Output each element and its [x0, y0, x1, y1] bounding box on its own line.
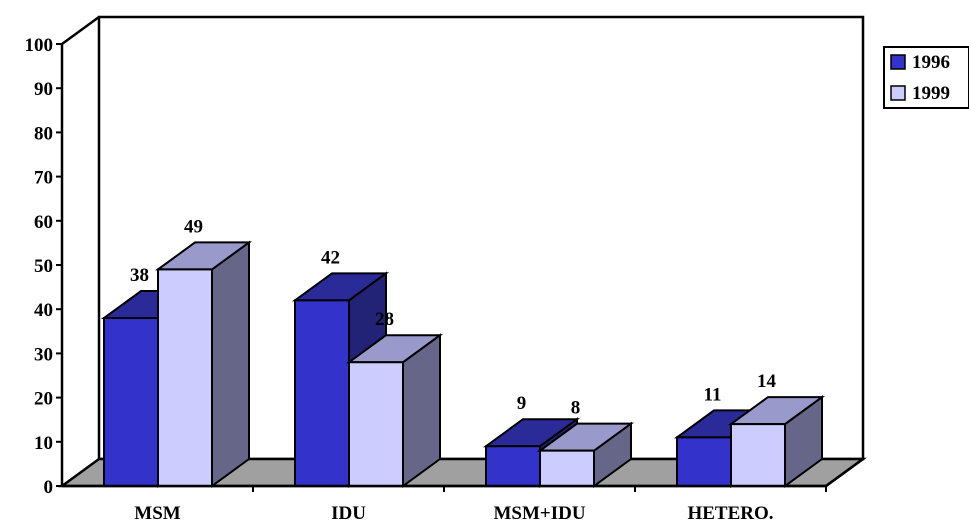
bar-side: [211, 240, 250, 488]
data-label: 49: [184, 216, 203, 237]
y-tick-label: 70: [34, 168, 53, 189]
bar: [536, 421, 635, 488]
y-tick-label: 100: [25, 35, 54, 56]
bar-front: [348, 361, 404, 487]
y-tick-label: 30: [34, 344, 53, 365]
x-axis: MSM IDU MSM+IDU HETERO.: [62, 457, 864, 524]
floor-right-edge: [825, 457, 864, 488]
category-label: MSM+IDU: [493, 503, 585, 524]
bar: [154, 240, 253, 488]
legend-swatch-1996: [890, 54, 906, 70]
bar-series: 38 49 42 28 9 8 11 14: [100, 216, 826, 488]
y-tick-label: 90: [34, 79, 53, 100]
y-tick-label: 60: [34, 212, 53, 233]
data-label: 8: [571, 398, 581, 419]
data-label: 9: [517, 393, 527, 414]
data-label: 14: [757, 371, 777, 392]
y-tick-label: 20: [34, 389, 53, 410]
data-label: 38: [130, 265, 149, 286]
bar-front: [157, 268, 213, 488]
legend-label-1999: 1999: [912, 83, 950, 104]
bar-front: [676, 436, 732, 488]
bar: [727, 395, 826, 488]
y-tick-label: 80: [34, 123, 53, 144]
data-label: 11: [704, 384, 722, 405]
bar-front: [730, 423, 786, 487]
data-label: 42: [321, 247, 340, 268]
category-label: IDU: [331, 503, 366, 524]
category-label: HETERO.: [687, 503, 773, 524]
y-tick-label: 0: [44, 477, 54, 498]
y-tick-label: 50: [34, 256, 53, 277]
legend-label-1996: 1996: [912, 52, 950, 73]
y-tick-label: 40: [34, 300, 53, 321]
y-axis: 0 10 20 30 40 50 60 70 80 90 100: [25, 35, 62, 498]
bar-front: [294, 299, 350, 487]
legend-swatch-1999: [890, 85, 906, 101]
category-label: MSM: [134, 503, 181, 524]
data-label: 28: [375, 309, 394, 330]
bar-front: [485, 445, 541, 487]
legend: 1996 1999: [883, 46, 969, 109]
side-wall-top-edge: [61, 15, 100, 46]
bar-front: [539, 449, 595, 488]
y-tick-label: 10: [34, 433, 53, 454]
chart-walls: [58, 15, 867, 488]
bar-front: [103, 317, 159, 488]
bar: [345, 333, 444, 488]
